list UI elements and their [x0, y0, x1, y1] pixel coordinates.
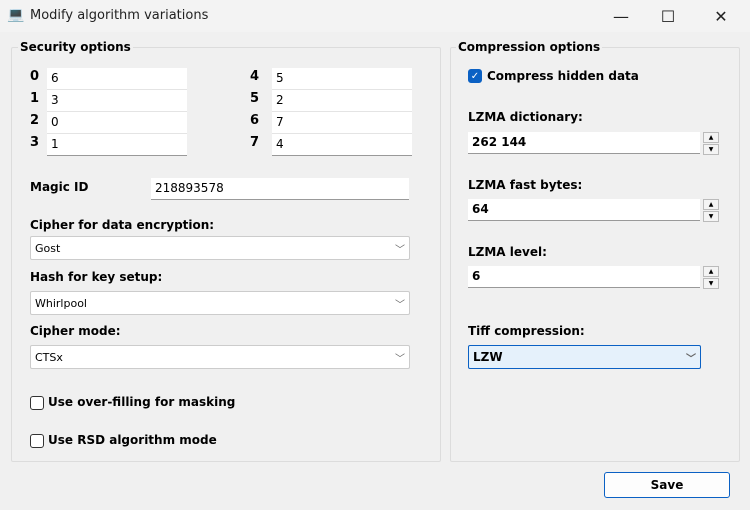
- tiff-select[interactable]: LZW ﹀: [468, 345, 701, 369]
- level-spinner[interactable]: ▲ ▼: [703, 266, 719, 289]
- slot-value-input[interactable]: 2: [272, 90, 412, 112]
- dict-spinner[interactable]: ▲ ▼: [703, 132, 719, 155]
- minimize-button[interactable]: —: [613, 6, 629, 26]
- computer-icon: 💻: [7, 7, 25, 23]
- fast-bytes-label: LZMA fast bytes:: [468, 178, 583, 192]
- slot-index-label: 2: [30, 113, 40, 128]
- chevron-down-icon: ﹀: [686, 353, 696, 365]
- spin-up-icon[interactable]: ▲: [703, 199, 719, 210]
- slot-index-label: 5: [250, 91, 260, 106]
- hash-label: Hash for key setup:: [30, 270, 163, 284]
- rsd-label[interactable]: Use RSD algorithm mode: [48, 433, 217, 447]
- chevron-down-icon: ﹀: [395, 353, 405, 365]
- compression-options-title: Compression options: [456, 40, 603, 54]
- hash-value: Whirlpool: [35, 296, 87, 310]
- slot-index-label: 6: [250, 113, 260, 128]
- magic-id-label: Magic ID: [30, 180, 89, 194]
- cipher-select[interactable]: Gost ﹀: [30, 236, 410, 260]
- magic-id-input[interactable]: 218893578: [151, 178, 409, 200]
- mode-label: Cipher mode:: [30, 324, 121, 338]
- level-input[interactable]: 6: [468, 266, 700, 288]
- level-label: LZMA level:: [468, 245, 547, 259]
- slot-value-input[interactable]: 6: [47, 68, 187, 90]
- slot-index-label: 4: [250, 69, 260, 84]
- window-title: Modify algorithm variations: [30, 8, 209, 23]
- spin-down-icon[interactable]: ▼: [703, 278, 719, 289]
- slot-value-input[interactable]: 1: [47, 134, 187, 156]
- security-options-title: Security options: [18, 40, 133, 54]
- overfill-label[interactable]: Use over-filling for masking: [48, 395, 236, 409]
- slot-value-input[interactable]: 3: [47, 90, 187, 112]
- compress-checkbox[interactable]: ✓: [468, 69, 482, 83]
- check-icon: ✓: [470, 71, 480, 82]
- hash-select[interactable]: Whirlpool ﹀: [30, 291, 410, 315]
- rsd-checkbox[interactable]: [30, 434, 44, 448]
- slot-index-label: 3: [30, 135, 40, 150]
- tiff-value: LZW: [473, 350, 503, 364]
- dict-input[interactable]: 262 144: [468, 132, 700, 154]
- dict-label: LZMA dictionary:: [468, 110, 583, 124]
- security-options-group: [11, 47, 441, 462]
- spin-down-icon[interactable]: ▼: [703, 144, 719, 155]
- slot-value-input[interactable]: 7: [272, 112, 412, 134]
- cipher-mode-select[interactable]: CTSx ﹀: [30, 345, 410, 369]
- slot-index-label: 7: [250, 135, 260, 150]
- slot-value-input[interactable]: 5: [272, 68, 412, 90]
- chevron-down-icon: ﹀: [395, 244, 405, 256]
- slot-index-label: 0: [30, 69, 40, 84]
- chevron-down-icon: ﹀: [395, 299, 405, 311]
- spin-up-icon[interactable]: ▲: [703, 132, 719, 143]
- fast-bytes-spinner[interactable]: ▲ ▼: [703, 199, 719, 222]
- spin-up-icon[interactable]: ▲: [703, 266, 719, 277]
- maximize-button[interactable]: ☐: [660, 6, 676, 26]
- mode-value: CTSx: [35, 350, 63, 364]
- spin-down-icon[interactable]: ▼: [703, 211, 719, 222]
- slot-value-input[interactable]: 0: [47, 112, 187, 134]
- compress-label[interactable]: Compress hidden data: [487, 69, 639, 83]
- cipher-value: Gost: [35, 241, 61, 255]
- fast-bytes-input[interactable]: 64: [468, 199, 700, 221]
- overfill-checkbox[interactable]: [30, 396, 44, 410]
- slot-index-label: 1: [30, 91, 40, 106]
- title-bar: [0, 0, 750, 32]
- cipher-label: Cipher for data encryption:: [30, 218, 215, 232]
- save-button[interactable]: Save: [604, 472, 730, 498]
- tiff-label: Tiff compression:: [468, 324, 585, 338]
- slot-value-input[interactable]: 4: [272, 134, 412, 156]
- close-button[interactable]: ✕: [714, 6, 728, 26]
